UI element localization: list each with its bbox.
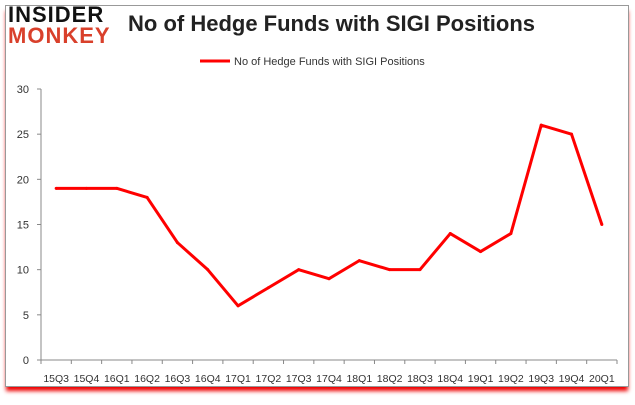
data-point bbox=[509, 232, 513, 236]
y-tick-label: 20 bbox=[17, 174, 29, 186]
data-point bbox=[115, 186, 119, 190]
data-point bbox=[236, 304, 240, 308]
data-point bbox=[448, 232, 452, 236]
data-point bbox=[479, 250, 483, 254]
x-tick-label: 17Q1 bbox=[225, 373, 251, 385]
x-tick-label: 17Q3 bbox=[286, 373, 312, 385]
x-tick-label: 17Q4 bbox=[316, 373, 342, 385]
y-tick-label: 25 bbox=[17, 129, 29, 141]
data-point bbox=[266, 286, 270, 290]
x-tick-label: 18Q4 bbox=[437, 373, 463, 385]
data-point bbox=[539, 123, 543, 127]
y-tick-label: 15 bbox=[17, 220, 29, 232]
logo-line1: INSIDER bbox=[8, 2, 105, 27]
data-point bbox=[145, 195, 149, 199]
logo-line2: MONKEY bbox=[8, 23, 111, 48]
x-tick-label: 20Q1 bbox=[589, 373, 615, 385]
data-point bbox=[206, 268, 210, 272]
data-point bbox=[84, 186, 88, 190]
insider-monkey-logo: INSIDER MONKEY bbox=[8, 2, 111, 48]
chart-frame bbox=[5, 5, 629, 387]
data-point bbox=[600, 223, 604, 226]
y-tick-label: 5 bbox=[23, 310, 29, 322]
x-tick-label: 15Q3 bbox=[43, 373, 69, 385]
x-tick-label: 19Q4 bbox=[559, 373, 585, 385]
y-tick-label: 30 bbox=[17, 84, 29, 96]
x-tick-label: 16Q2 bbox=[134, 373, 160, 385]
data-point bbox=[570, 132, 574, 136]
x-tick-label: 19Q1 bbox=[468, 373, 494, 385]
x-tick-label: 18Q1 bbox=[346, 373, 372, 385]
data-point bbox=[388, 268, 392, 272]
data-point bbox=[357, 259, 361, 263]
x-tick-label: 16Q4 bbox=[195, 373, 221, 385]
x-tick-label: 16Q3 bbox=[165, 373, 191, 385]
data-point bbox=[175, 241, 179, 245]
chart-title: No of Hedge Funds with SIGI Positions bbox=[128, 11, 535, 36]
data-point bbox=[297, 268, 301, 272]
x-tick-label: 16Q1 bbox=[104, 373, 130, 385]
y-tick-label: 10 bbox=[17, 265, 29, 277]
data-point bbox=[327, 277, 331, 281]
x-tick-label: 18Q2 bbox=[377, 373, 403, 385]
legend-label: No of Hedge Funds with SIGI Positions bbox=[234, 56, 425, 68]
data-point bbox=[54, 186, 58, 190]
x-tick-label: 15Q4 bbox=[74, 373, 100, 385]
x-tick-label: 18Q3 bbox=[407, 373, 433, 385]
y-tick-label: 0 bbox=[23, 355, 29, 367]
data-point bbox=[418, 268, 422, 272]
x-tick-label: 17Q2 bbox=[256, 373, 282, 385]
x-tick-label: 19Q2 bbox=[498, 373, 524, 385]
x-tick-label: 19Q3 bbox=[528, 373, 554, 385]
